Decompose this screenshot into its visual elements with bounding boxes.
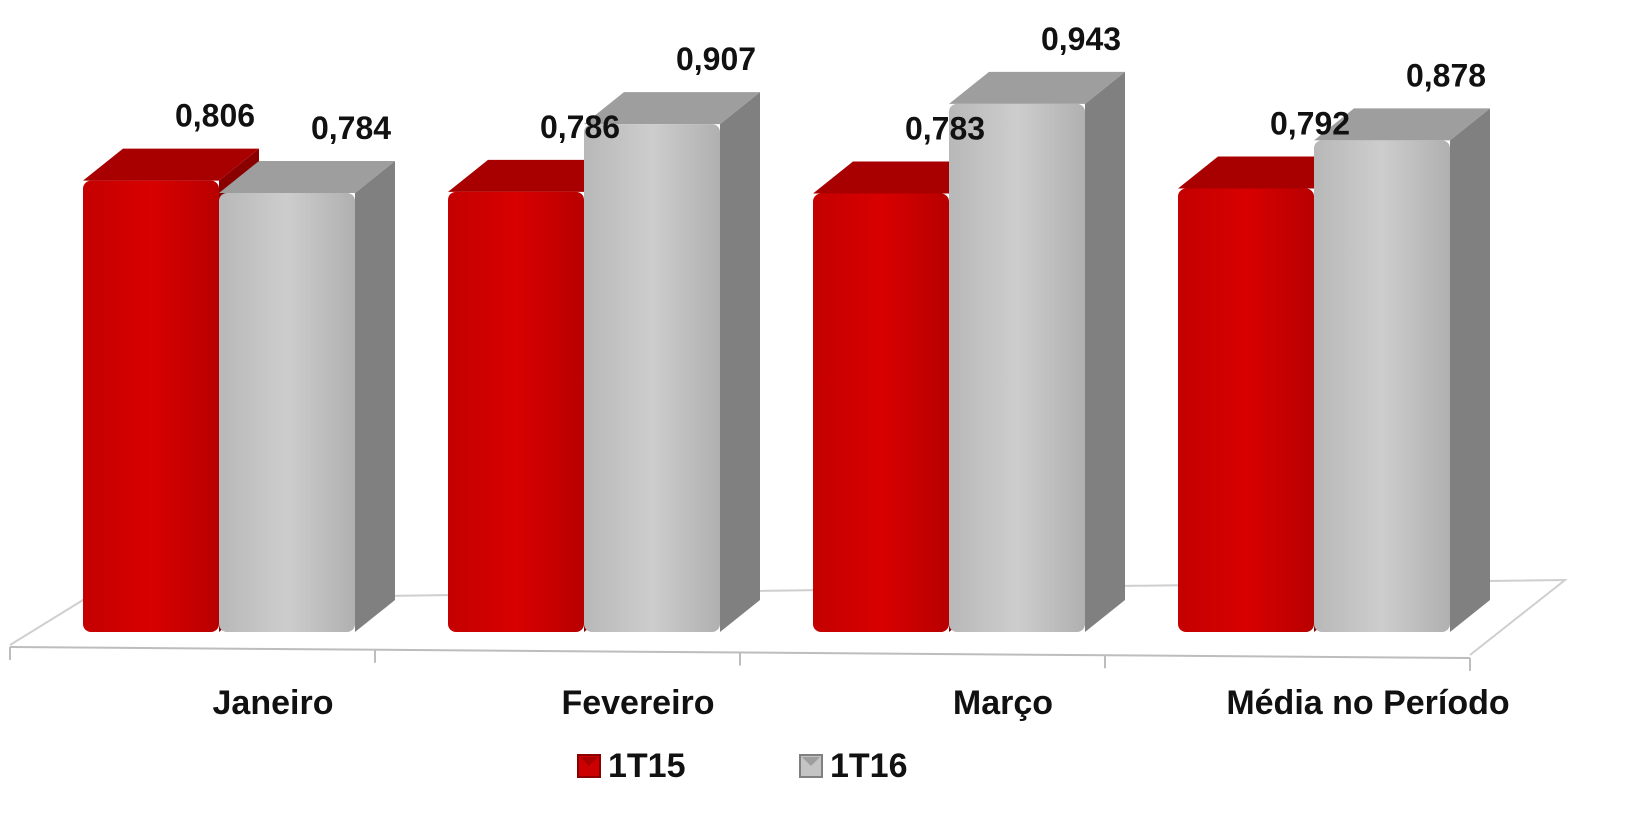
bar-front: [1178, 188, 1314, 633]
bar-top: [448, 159, 624, 192]
bar-front: [813, 193, 949, 632]
category-label-fevereiro: Fevereiro: [561, 684, 714, 722]
category-label-media-no-periodo: Média no Período: [1226, 684, 1509, 722]
bar-1t16-janeiro: [219, 160, 395, 632]
bar-front: [219, 192, 355, 632]
bar-top: [949, 71, 1125, 104]
legend-label: 1T15: [608, 747, 686, 785]
bar-side: [720, 92, 760, 632]
value-label: 0,943: [1041, 21, 1121, 57]
bar-top: [584, 92, 760, 125]
bar-top: [219, 160, 395, 193]
legend-swatch-shade: [802, 757, 820, 766]
value-label: 0,786: [540, 109, 620, 145]
value-label: 0,907: [676, 41, 756, 77]
value-label: 0,806: [175, 98, 255, 134]
category-label-marco: Março: [953, 684, 1053, 722]
legend-item-1t16: 1T16: [799, 747, 908, 785]
category-labels-group: Janeiro Fevereiro Março Média no Período: [213, 684, 1510, 722]
bars-group: [83, 71, 1490, 633]
bar-top: [1314, 108, 1490, 141]
bar-side: [1450, 108, 1490, 632]
bar-top: [83, 148, 259, 181]
value-labels-group: 0,806 0,784 0,786 0,907 0,783 0,943 0,792 0,878: [175, 21, 1486, 147]
bar-front: [584, 124, 720, 632]
bar-front: [1314, 140, 1450, 632]
legend-label: 1T16: [830, 747, 908, 785]
bar-side: [355, 160, 395, 632]
legend: 1T15 1T16: [577, 747, 908, 785]
bar-side: [1085, 71, 1125, 633]
value-label: 0,784: [311, 110, 391, 146]
value-label: 0,792: [1270, 105, 1350, 141]
bar-1t16-media-no-periodo: [1314, 108, 1490, 632]
bar-1t16-fevereiro: [584, 92, 760, 632]
bar-top: [813, 161, 989, 194]
value-label: 0,878: [1406, 57, 1486, 93]
bar-front: [949, 103, 1085, 633]
bar-1t16-marco: [949, 71, 1125, 633]
value-label: 0,783: [905, 111, 985, 147]
legend-swatch-shade: [580, 757, 598, 766]
bar-front: [83, 180, 219, 632]
category-label-janeiro: Janeiro: [213, 684, 334, 722]
legend-item-1t15: 1T15: [577, 747, 686, 785]
bar-top: [1178, 156, 1354, 189]
bar-front: [448, 191, 584, 632]
